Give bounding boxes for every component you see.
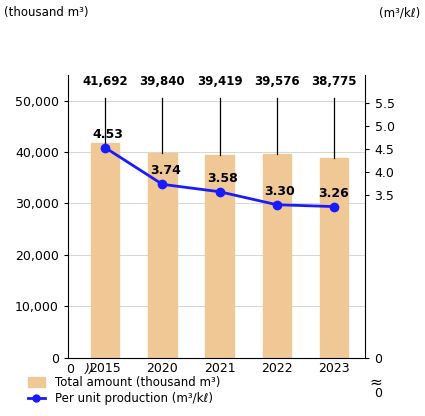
Text: 3.30: 3.30 — [264, 185, 295, 198]
Bar — [205, 155, 234, 358]
Legend: Total amount (thousand m³), Per unit production (m³/kℓ): Total amount (thousand m³), Per unit pro… — [23, 371, 225, 410]
Bar — [148, 153, 177, 358]
Text: 4.53: 4.53 — [93, 128, 124, 141]
Bar — [263, 154, 291, 358]
Text: 0: 0 — [66, 364, 74, 376]
Text: 38,775: 38,775 — [311, 75, 357, 88]
Text: )): )) — [85, 364, 95, 376]
Text: (thousand m³): (thousand m³) — [4, 6, 89, 19]
Text: 41,692: 41,692 — [82, 75, 128, 88]
Bar — [91, 144, 119, 358]
Bar — [320, 158, 348, 358]
Text: 0: 0 — [374, 387, 382, 401]
Text: 39,840: 39,840 — [139, 75, 185, 88]
Text: 39,419: 39,419 — [197, 75, 242, 88]
Text: (m³/kℓ): (m³/kℓ) — [380, 6, 421, 19]
Text: 39,576: 39,576 — [254, 75, 300, 88]
Text: 3.74: 3.74 — [150, 164, 181, 177]
Text: 3.58: 3.58 — [207, 172, 238, 185]
Text: 3.26: 3.26 — [318, 187, 349, 200]
Text: ≈: ≈ — [369, 375, 382, 390]
